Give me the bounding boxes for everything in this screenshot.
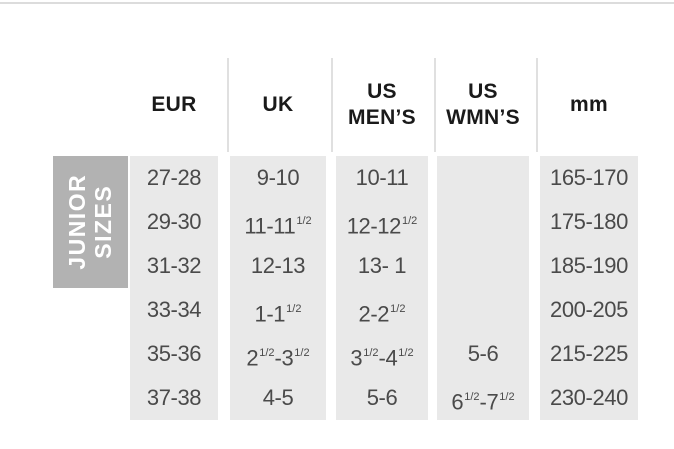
table-cell: 12-121/2 [336, 200, 428, 244]
junior-sizes-group-label: JUNIOR SIZES [53, 156, 128, 288]
table-cell: 230-240 [540, 376, 638, 420]
half-fraction: 1/2 [390, 303, 406, 315]
table-cell: 12-13 [230, 244, 326, 288]
header-column-divider [434, 58, 436, 152]
column-eur: EUR 27-28 29-30 31-32 33-34 35-36 37-38 [130, 58, 218, 420]
table-cell: 215-225 [540, 332, 638, 376]
table-cell [437, 200, 529, 244]
column-header-uk: UK [262, 92, 294, 116]
table-cell: 2-21/2 [336, 288, 428, 332]
half-fraction: 1/2 [294, 347, 310, 359]
table-cell: 33-34 [130, 288, 218, 332]
half-fraction: 1/2 [464, 391, 480, 403]
column-mm: mm 165-170 175-180 185-190 200-205 215-2… [540, 58, 638, 420]
top-divider-line [0, 2, 674, 4]
table-cell: 5-6 [336, 376, 428, 420]
table-cell [437, 156, 529, 200]
half-fraction: 1/2 [401, 215, 418, 227]
table-cell [437, 244, 529, 288]
header-column-divider [536, 58, 538, 152]
table-cell: 200-205 [540, 288, 638, 332]
table-cell: 29-30 [130, 200, 218, 244]
column-header-mm: mm [570, 92, 608, 116]
half-fraction: 1/2 [398, 347, 414, 359]
half-fraction: 1/2 [363, 347, 379, 359]
table-cell: 31-32 [130, 244, 218, 288]
table-cell: 61/2-71/2 [437, 376, 529, 420]
column-us-wmns: US WMN’S 5-6 61/2-71/2 [437, 58, 529, 420]
column-header-us-mens: US MEN’S [347, 79, 416, 129]
column-header-eur: EUR [151, 92, 197, 116]
table-cell: 1-11/2 [230, 288, 326, 332]
table-cell: 13- 1 [336, 244, 428, 288]
table-cell: 165-170 [540, 156, 638, 200]
table-cell: 4-5 [230, 376, 326, 420]
table-cell: 175-180 [540, 200, 638, 244]
column-uk: UK 9-10 11-111/2 12-13 1-11/2 21/2-31/2 … [230, 58, 326, 420]
column-us-mens: US MEN’S 10-11 12-121/2 13- 1 2-21/2 31/… [336, 58, 428, 420]
table-cell: 9-10 [230, 156, 326, 200]
table-cell: 21/2-31/2 [230, 332, 326, 376]
table-cell: 31/2-41/2 [336, 332, 428, 376]
table-cell [437, 288, 529, 332]
table-cell: 37-38 [130, 376, 218, 420]
junior-sizes-label-text: JUNIOR SIZES [63, 174, 116, 270]
table-cell: 11-111/2 [230, 200, 326, 244]
half-fraction: 1/2 [296, 215, 312, 227]
half-fraction: 1/2 [499, 391, 515, 403]
table-cell: 27-28 [130, 156, 218, 200]
header-column-divider [331, 58, 333, 152]
half-fraction: 1/2 [286, 303, 302, 315]
table-cell: 185-190 [540, 244, 638, 288]
half-fraction: 1/2 [259, 347, 275, 359]
header-column-divider [227, 58, 229, 152]
column-header-us-wmns: US WMN’S [446, 79, 520, 129]
table-cell: 35-36 [130, 332, 218, 376]
table-cell: 5-6 [437, 332, 529, 376]
table-cell: 10-11 [336, 156, 428, 200]
